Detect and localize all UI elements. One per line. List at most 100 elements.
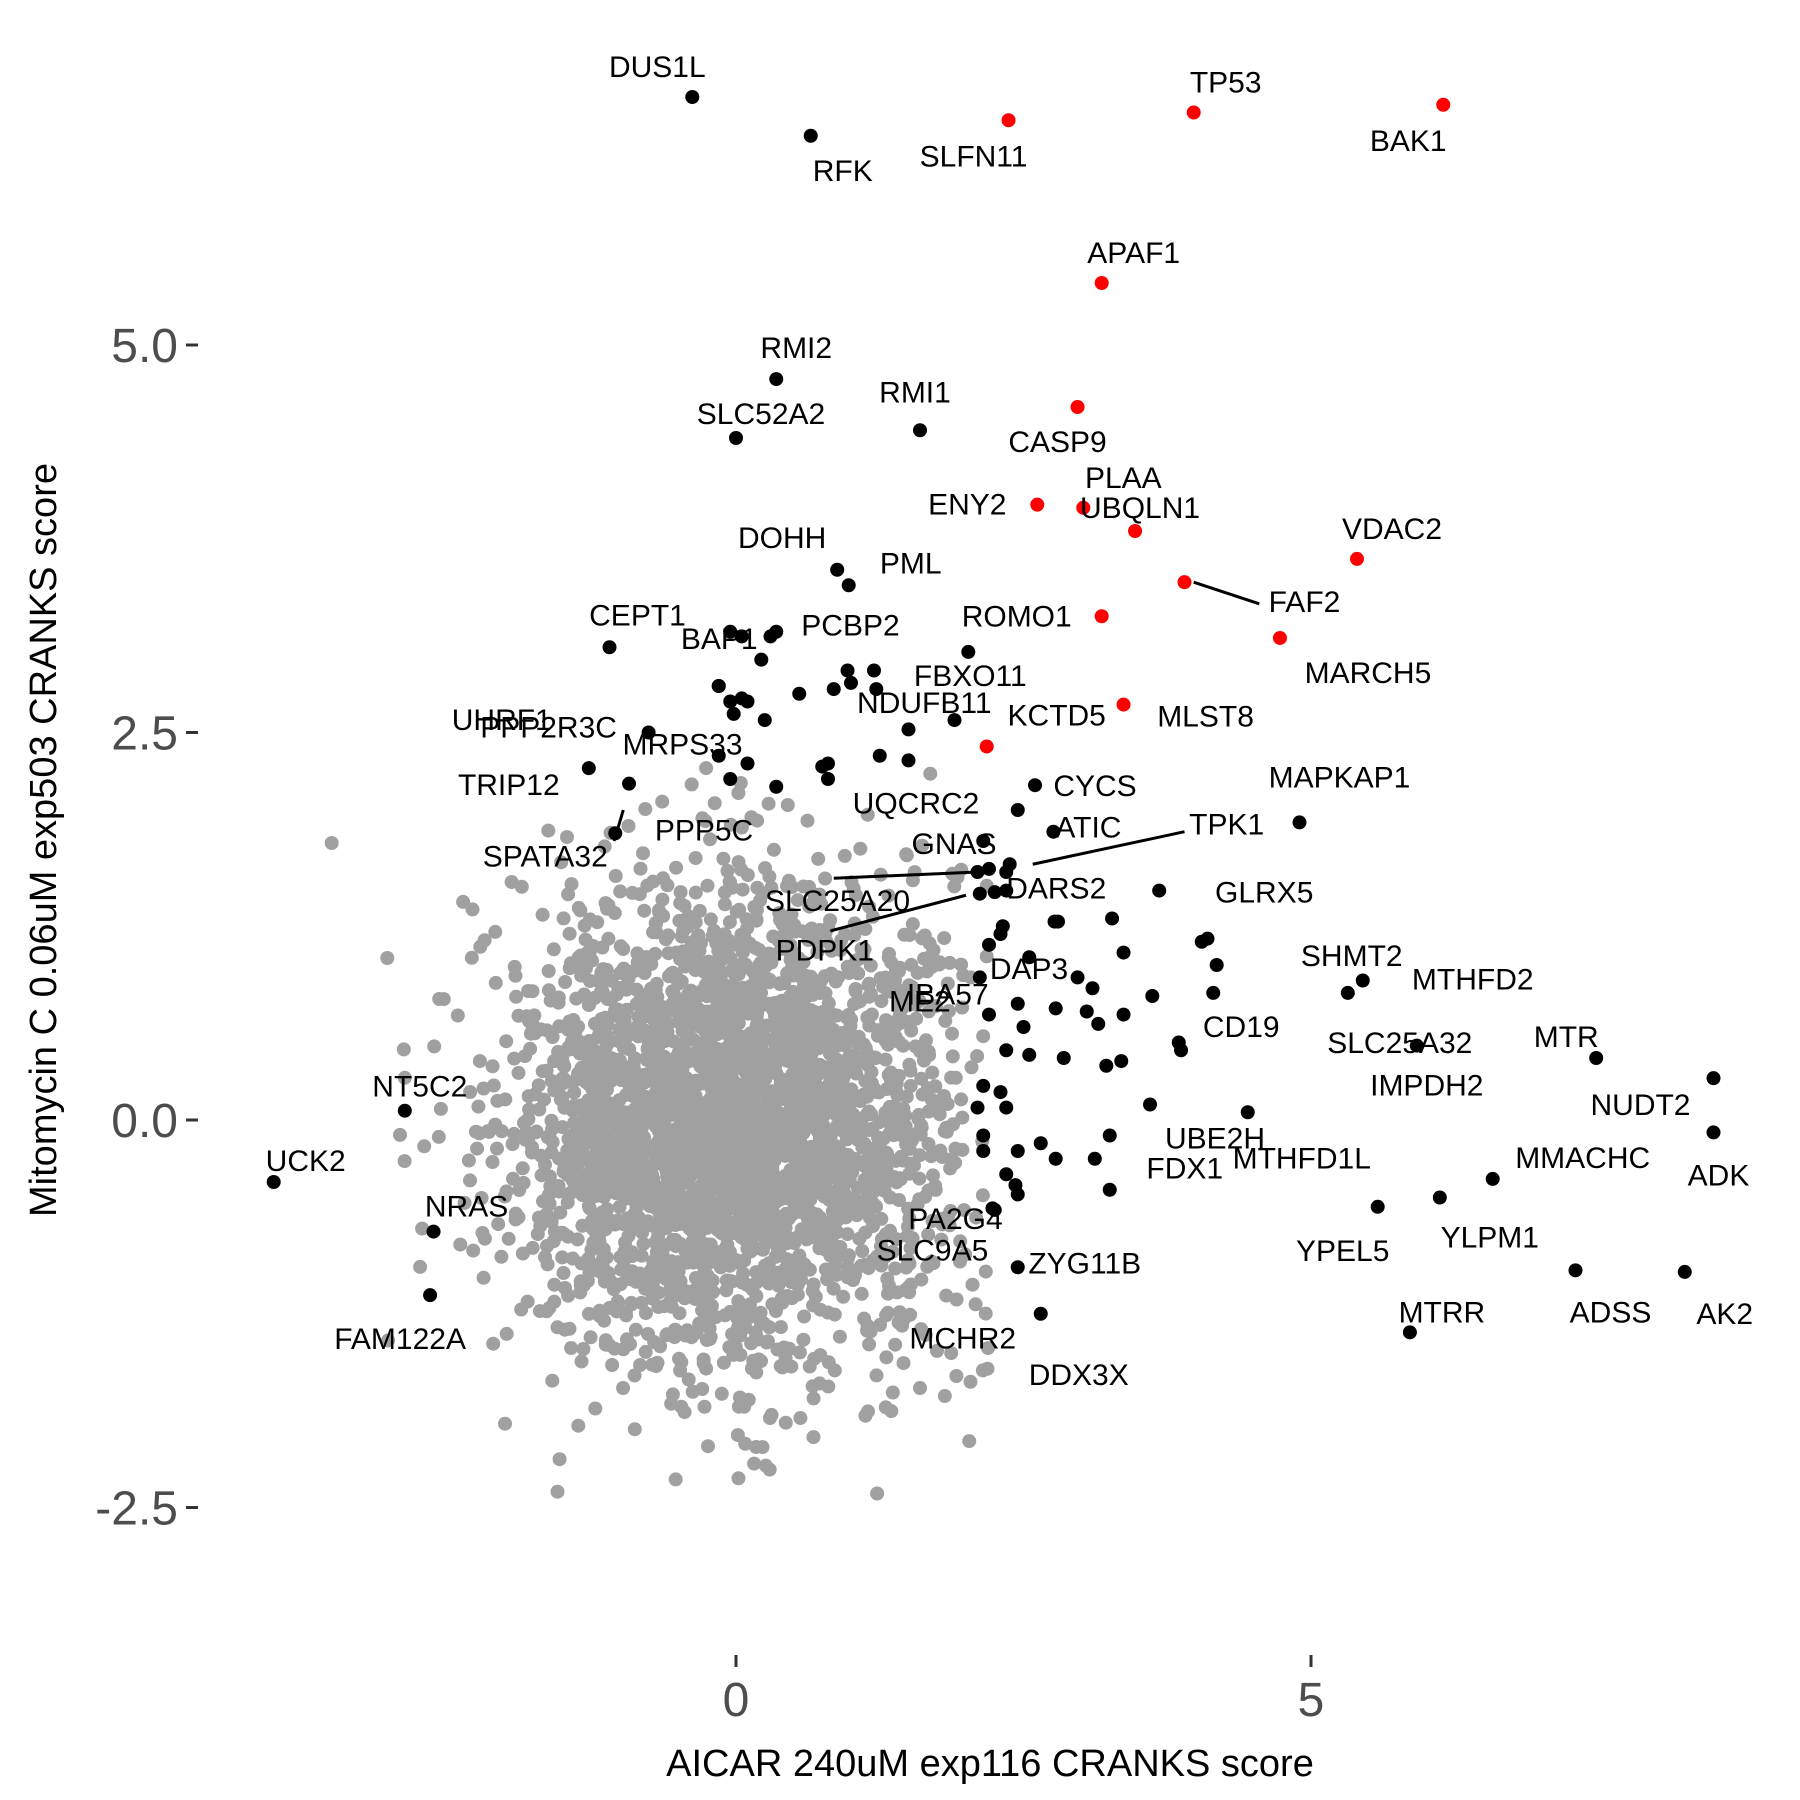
- background-gene-point: [715, 1127, 730, 1142]
- gene-label-march5: MARCH5: [1305, 657, 1432, 690]
- background-gene-point: [817, 969, 832, 984]
- highlight-gene-point: [734, 629, 749, 644]
- background-gene-point: [725, 1274, 740, 1289]
- background-gene-point: [413, 1259, 428, 1274]
- background-gene-point: [580, 1151, 595, 1166]
- background-gene-point: [863, 958, 878, 973]
- background-gene-point: [945, 1049, 960, 1064]
- background-gene-point: [821, 1355, 836, 1370]
- highlight-gene-point: [1085, 981, 1100, 996]
- gene-point-pdpk1: [972, 886, 987, 901]
- background-gene-point: [879, 1350, 894, 1365]
- background-gene-point: [623, 1126, 638, 1141]
- background-gene-point: [813, 1152, 828, 1167]
- background-gene-point: [756, 955, 770, 970]
- background-gene-point: [811, 892, 826, 907]
- background-gene-point: [504, 875, 519, 889]
- background-gene-point: [888, 1029, 903, 1044]
- background-gene-point: [909, 1011, 924, 1026]
- background-gene-point: [900, 1228, 915, 1243]
- background-gene-point: [726, 1347, 741, 1362]
- background-gene-point: [795, 988, 810, 1003]
- gene-point-mapkap1: [1292, 815, 1307, 830]
- background-gene-point: [749, 1162, 764, 1177]
- highlight-gene-point: [970, 1100, 985, 1115]
- background-gene-point: [721, 1156, 736, 1171]
- background-gene-point: [518, 1049, 532, 1064]
- background-gene-point: [598, 1337, 613, 1352]
- background-gene-point: [725, 1173, 740, 1188]
- gene-label-kctd5: KCTD5: [1008, 699, 1106, 732]
- background-gene-point: [883, 1190, 898, 1205]
- background-gene-point: [699, 1333, 714, 1348]
- background-gene-point: [648, 982, 663, 997]
- background-gene-point: [818, 1262, 833, 1277]
- background-gene-point: [840, 1194, 855, 1209]
- highlight-gene-point: [1016, 1020, 1031, 1034]
- background-gene-point: [699, 1049, 714, 1064]
- background-gene-point: [655, 1022, 670, 1037]
- gene-point-ddx3x: [1033, 1306, 1048, 1321]
- background-gene-point: [625, 1249, 640, 1263]
- background-gene-point: [734, 820, 749, 835]
- background-gene-point: [911, 1111, 926, 1126]
- background-gene-point: [507, 1126, 522, 1141]
- background-gene-point: [787, 946, 802, 961]
- background-gene-point: [734, 1159, 749, 1174]
- background-gene-point: [541, 983, 556, 998]
- background-gene-point: [688, 1271, 703, 1285]
- background-gene-point: [888, 1261, 903, 1276]
- gene-label-apaf1: APAF1: [1087, 237, 1180, 270]
- background-gene-point: [813, 1025, 828, 1040]
- background-gene-point: [576, 1342, 591, 1356]
- background-gene-point: [978, 1306, 993, 1321]
- gene-label-uqcrc2: UQCRC2: [853, 788, 980, 821]
- background-gene-point: [571, 1066, 586, 1081]
- background-gene-point: [842, 966, 856, 980]
- background-gene-point: [583, 1330, 598, 1345]
- highlight-gene-point: [1105, 911, 1120, 926]
- background-gene-point: [939, 1120, 954, 1135]
- background-gene-point: [915, 838, 930, 853]
- background-gene-point: [628, 1322, 643, 1337]
- background-gene-point: [613, 1182, 628, 1197]
- background-gene-point: [889, 1232, 904, 1247]
- background-gene-point: [763, 1411, 777, 1426]
- highlight-gene-point: [976, 834, 991, 848]
- background-gene-point: [710, 968, 724, 983]
- gene-point-dars2: [999, 883, 1014, 898]
- background-gene-point: [788, 1147, 803, 1162]
- background-gene-point: [507, 959, 522, 974]
- highlight-gene-point: [723, 624, 738, 639]
- background-gene-point: [896, 1356, 911, 1371]
- background-gene-point: [494, 1249, 509, 1264]
- background-gene-point: [616, 1060, 631, 1075]
- background-gene-point: [731, 1471, 746, 1486]
- background-gene-point: [608, 869, 623, 883]
- background-gene-point: [784, 989, 799, 1004]
- background-gene-point: [694, 1291, 709, 1306]
- gene-point-mthfd1l: [1240, 1105, 1255, 1120]
- background-gene-point: [975, 1363, 990, 1378]
- gene-label-slc52a2: SLC52A2: [697, 398, 825, 431]
- apoptosis-gene-point-faf2: [1177, 575, 1192, 590]
- background-gene-point: [415, 1221, 430, 1236]
- gene-label-fam122a: FAM122A: [334, 1323, 466, 1356]
- background-gene-point: [638, 802, 653, 816]
- background-gene-point: [975, 1188, 990, 1203]
- background-gene-point: [753, 1305, 768, 1320]
- background-gene-point: [476, 1081, 491, 1096]
- background-gene-point: [512, 1183, 527, 1197]
- background-gene-point: [564, 877, 579, 892]
- background-gene-point: [804, 1076, 819, 1091]
- background-gene-point: [839, 1132, 854, 1147]
- background-gene-point: [813, 1210, 827, 1225]
- highlight-gene-point: [711, 748, 726, 763]
- highlight-gene-point: [1091, 1016, 1106, 1031]
- gene-label-ubqln1: UBQLN1: [1080, 492, 1200, 525]
- background-gene-point: [716, 851, 731, 866]
- background-gene-point: [731, 1399, 746, 1414]
- background-gene-point: [591, 1076, 606, 1091]
- background-gene-point: [943, 1204, 958, 1218]
- background-gene-point: [477, 933, 492, 948]
